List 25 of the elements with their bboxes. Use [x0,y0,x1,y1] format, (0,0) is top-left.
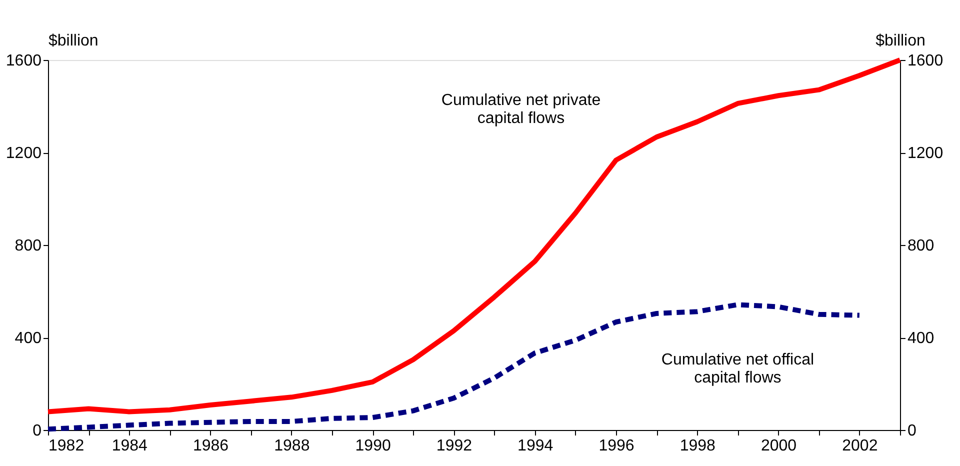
x-tick-label: 1988 [274,438,310,454]
x-tick-label: 1992 [436,438,472,454]
y-tick-label: 400 [14,330,42,347]
x-tick-label: 1982 [48,438,84,454]
y2-tick-label: 1200 [908,145,944,162]
y2-tick-label: 0 [908,422,916,440]
y2-tick-label: 1600 [908,52,944,70]
x-tick-label: 1984 [112,438,148,454]
y-tick-label: 1600 [6,52,42,70]
y2-tick-label: 800 [908,238,934,254]
y-axis-title: $billion [48,32,98,50]
y2-axis-title: $billion [876,32,926,50]
y-tick-label: 800 [14,238,42,254]
x-tick-label: 1990 [355,438,391,454]
y2-tick-label: 400 [908,330,934,347]
x-tick-label: 1996 [598,438,634,454]
text: Cumulative net offical capital flows [661,352,814,387]
x-tick-label: 2000 [760,438,797,454]
x-tick-label: 1998 [680,438,716,454]
text: Cumulative net private capital flows [441,92,601,128]
x-tick-label: 1986 [192,438,229,454]
x-tick-label: 1994 [518,438,554,454]
x-tick-label: 2002 [842,438,878,454]
y-tick-label: 1200 [6,145,42,162]
y-tick-label: 0 [32,422,42,440]
